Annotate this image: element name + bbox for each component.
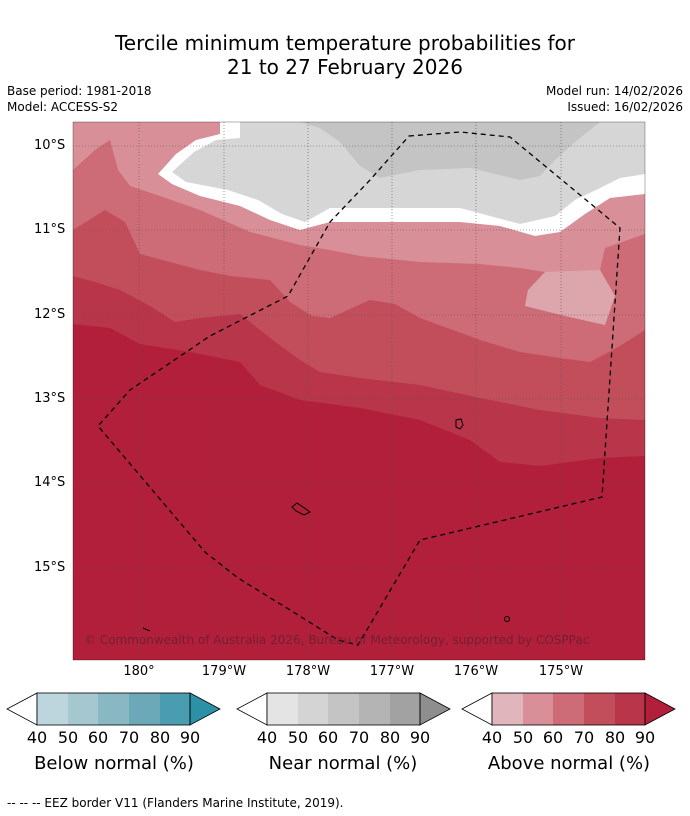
below-under-triangle xyxy=(6,692,38,726)
above-swatch-50 xyxy=(523,693,553,725)
model-name: Model: ACCESS-S2 xyxy=(7,100,119,114)
lat-label-14s: 14°S xyxy=(34,475,66,490)
lat-label-15s: 15°S xyxy=(34,560,66,575)
model-run: Model run: 14/02/2026 xyxy=(545,84,683,98)
above-normal-title: Above normal (%) xyxy=(487,753,651,774)
eez-footnote: -- -- -- EEZ border V11 (Flanders Marine… xyxy=(7,796,344,810)
below-swatch-80 xyxy=(160,693,190,725)
above-under-triangle xyxy=(461,692,493,726)
chart-title-line1: Tercile minimum temperature probabilitie… xyxy=(114,31,576,55)
near-swatch-40 xyxy=(267,693,298,725)
near-tick-90: 90 xyxy=(409,728,431,747)
near-swatch-60 xyxy=(328,693,359,725)
eez-border xyxy=(97,131,621,646)
legend-near xyxy=(236,692,451,726)
near-swatch-50 xyxy=(298,693,328,725)
above-swatch-70 xyxy=(584,693,615,725)
near-tick-70: 70 xyxy=(348,728,370,747)
below-tick-60: 60 xyxy=(87,728,109,747)
above-swatch-60 xyxy=(553,693,584,725)
near-tick-50: 50 xyxy=(287,728,309,747)
probability-map xyxy=(72,121,646,661)
map-frame xyxy=(72,121,646,661)
issued-date: Issued: 16/02/2026 xyxy=(567,100,683,114)
above-tick-70: 70 xyxy=(573,728,595,747)
lat-label-12s: 12°S xyxy=(34,307,66,322)
below-tick-80: 80 xyxy=(149,728,171,747)
below-swatch-70 xyxy=(129,693,160,725)
below-over-triangle xyxy=(189,692,221,726)
island-2 xyxy=(291,502,311,516)
base-period: Base period: 1981-2018 xyxy=(7,84,152,98)
lat-label-11s: 11°S xyxy=(34,222,66,237)
map-fields xyxy=(73,122,645,660)
below-tick-70: 70 xyxy=(118,728,140,747)
legend-colorbars xyxy=(6,692,676,726)
meta-left: Base period: 1981-2018 Model: ACCESS-S2 xyxy=(7,83,152,115)
near-tick-60: 60 xyxy=(317,728,339,747)
meta-right: Model run: 14/02/2026 Issued: 16/02/2026 xyxy=(546,83,683,115)
near-swatch-80 xyxy=(390,693,420,725)
near-frame xyxy=(266,692,421,726)
lon-label-175w: 175°W xyxy=(538,664,584,679)
island-1 xyxy=(455,418,464,430)
above-tick-60: 60 xyxy=(542,728,564,747)
above-swatch-40 xyxy=(492,693,523,725)
below-swatch-60 xyxy=(98,693,129,725)
above-swatch-80 xyxy=(615,693,645,725)
chart-title-line2: 21 to 27 February 2026 xyxy=(227,55,463,79)
near-under-triangle xyxy=(236,692,268,726)
copyright-notice: © Commonwealth of Australia 2026, Bureau… xyxy=(84,633,590,647)
below-normal-title: Below normal (%) xyxy=(34,753,194,774)
lat-label-13s: 13°S xyxy=(34,391,66,406)
island-3 xyxy=(504,616,510,622)
below-frame xyxy=(36,692,191,726)
above-over-triangle xyxy=(644,692,676,726)
below-swatch-50 xyxy=(68,693,98,725)
legend-below xyxy=(6,692,221,726)
near-normal-title: Near normal (%) xyxy=(268,753,418,774)
field-above-40 xyxy=(525,270,615,325)
legend-above xyxy=(461,692,676,726)
lon-label-180: 180° xyxy=(123,664,155,679)
islands xyxy=(142,418,510,632)
lon-label-179w: 179°W xyxy=(201,664,247,679)
lon-label-178w: 178°W xyxy=(285,664,331,679)
island-4 xyxy=(142,627,151,632)
above-frame xyxy=(491,692,646,726)
lon-label-177w: 177°W xyxy=(369,664,415,679)
below-tick-50: 50 xyxy=(57,728,79,747)
below-tick-40: 40 xyxy=(26,728,48,747)
above-tick-80: 80 xyxy=(604,728,626,747)
grid-lines xyxy=(73,122,645,660)
field-near-60 xyxy=(300,122,600,180)
above-tick-90: 90 xyxy=(634,728,656,747)
below-swatch-40 xyxy=(37,693,68,725)
lat-label-10s: 10°S xyxy=(34,138,66,153)
above-tick-40: 40 xyxy=(481,728,503,747)
below-tick-90: 90 xyxy=(179,728,201,747)
above-tick-50: 50 xyxy=(512,728,534,747)
near-swatch-70 xyxy=(359,693,390,725)
near-over-triangle xyxy=(419,692,451,726)
chart-title: Tercile minimum temperature probabilitie… xyxy=(0,31,690,79)
near-tick-40: 40 xyxy=(256,728,278,747)
near-tick-80: 80 xyxy=(379,728,401,747)
lon-label-176w: 176°W xyxy=(453,664,499,679)
